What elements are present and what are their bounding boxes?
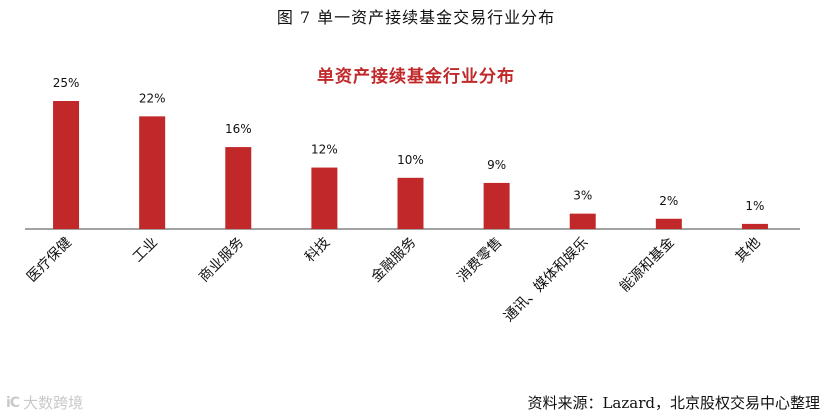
category-label: 金融服务 <box>368 235 419 286</box>
watermark-logo: iC <box>6 394 20 411</box>
data-label: 10% <box>397 153 424 167</box>
category-label: 其他 <box>733 235 764 266</box>
data-label: 12% <box>311 143 338 157</box>
bar <box>397 177 424 229</box>
category-label: 通讯、媒体和娱乐 <box>501 235 592 326</box>
data-label: 25% <box>53 76 80 90</box>
data-label: 22% <box>139 91 166 105</box>
data-label: 2% <box>659 194 678 208</box>
data-label: 3% <box>573 189 592 203</box>
data-label: 1% <box>745 199 764 213</box>
bar <box>311 167 338 229</box>
bar <box>483 182 510 229</box>
category-label: 医疗保健 <box>24 235 75 286</box>
bar <box>655 218 682 229</box>
chart-title: 单资产接续基金行业分布 <box>317 67 515 87</box>
category-label: 能源和基金 <box>616 234 678 296</box>
watermark: iC 大数跨境 <box>6 392 83 413</box>
bar <box>139 116 166 229</box>
category-label: 工业 <box>130 235 161 266</box>
bar <box>741 223 768 229</box>
bar <box>225 147 252 229</box>
data-label: 9% <box>487 158 506 172</box>
category-label: 科技 <box>302 235 333 266</box>
data-label: 16% <box>225 122 252 136</box>
source-note: 资料来源：Lazard，北京股权交易中心整理 <box>527 394 820 412</box>
watermark-text: 大数跨境 <box>23 394 84 412</box>
figure-title: 图 7 单一资产接续基金交易行业分布 <box>276 8 556 27</box>
bar <box>569 213 596 229</box>
bar <box>53 101 80 229</box>
category-label: 消费零售 <box>455 235 506 286</box>
category-label: 商业服务 <box>196 235 247 286</box>
